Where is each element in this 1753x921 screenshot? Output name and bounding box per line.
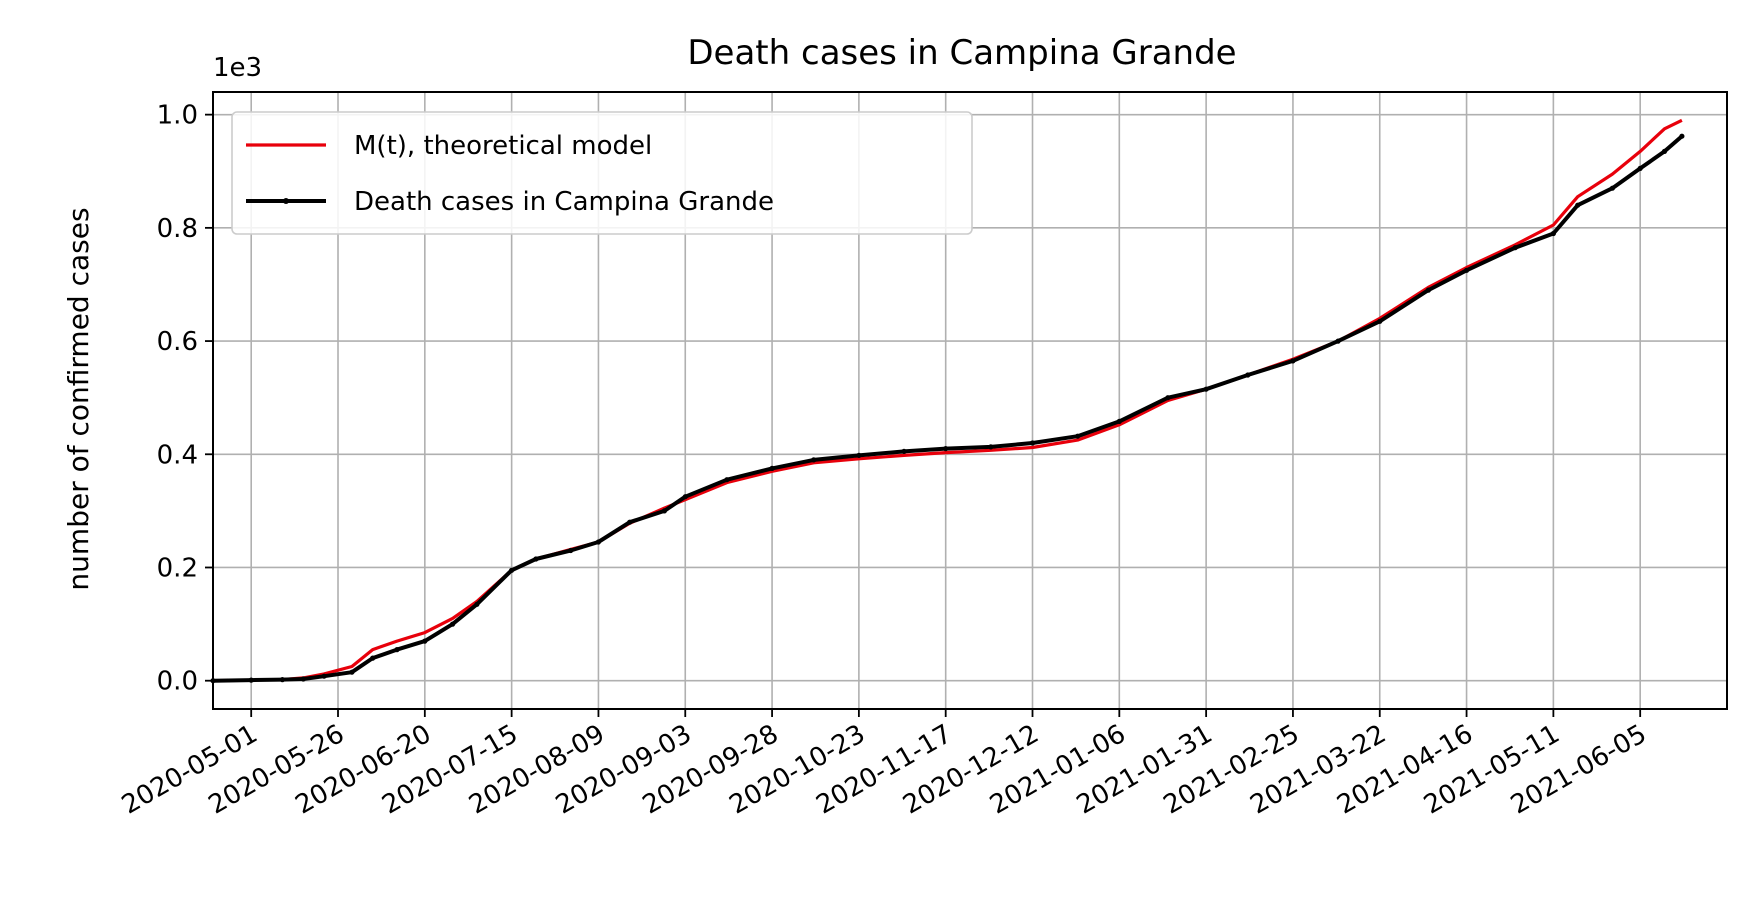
data-point — [901, 448, 907, 454]
data-point — [724, 477, 730, 483]
legend-marker — [283, 198, 289, 204]
data-point — [1377, 318, 1383, 324]
y-tick-label: 0.6 — [157, 327, 198, 357]
chart-title: Death cases in Campina Grande — [687, 33, 1236, 73]
data-point — [1512, 245, 1518, 251]
series-layer — [210, 118, 1685, 684]
series-line-0 — [212, 118, 1683, 683]
data-point — [627, 519, 633, 525]
data-point — [1425, 287, 1431, 293]
data-point — [1550, 230, 1556, 237]
y-tick-label: 1.0 — [157, 101, 198, 131]
data-point — [943, 446, 949, 452]
data-point — [533, 556, 539, 562]
data-point — [394, 647, 400, 653]
data-point — [1116, 418, 1122, 424]
y-axis-label: number of confirmed cases — [62, 207, 95, 590]
data-point — [279, 677, 285, 683]
data-point — [568, 547, 574, 554]
data-point — [661, 508, 668, 514]
y-tick-label: 0.0 — [157, 667, 198, 697]
data-point — [1245, 372, 1251, 378]
plot-frame — [212, 91, 1728, 710]
data-point — [509, 567, 515, 573]
data-point — [349, 669, 355, 675]
data-point — [321, 673, 327, 679]
data-point — [682, 494, 688, 500]
data-point — [988, 444, 994, 450]
data-point — [248, 677, 254, 683]
data-point — [1661, 148, 1668, 154]
data-point — [1609, 185, 1615, 191]
data-point — [370, 655, 376, 661]
data-point — [1335, 338, 1341, 344]
data-point — [1029, 440, 1036, 446]
legend-label-1: Death cases in Campina Grande — [354, 187, 774, 217]
data-point — [811, 457, 817, 463]
data-point — [422, 638, 428, 644]
data-point — [1637, 165, 1643, 171]
data-point — [300, 676, 306, 682]
legend-box — [231, 111, 973, 235]
legend: M(t), theoretical model Death cases in Ca… — [231, 111, 973, 235]
data-point — [1165, 395, 1171, 401]
data-point — [1464, 267, 1470, 273]
data-point — [1290, 358, 1296, 364]
data-point — [595, 539, 602, 545]
data-point — [769, 465, 775, 471]
data-point — [474, 601, 480, 607]
y-tick-label: 0.8 — [157, 214, 198, 244]
y-tick-label: 0.2 — [157, 553, 198, 583]
data-point — [1075, 433, 1081, 439]
data-point — [856, 452, 862, 458]
y-offset-label: 1e3 — [213, 53, 262, 83]
data-point — [1203, 386, 1209, 392]
data-point — [1679, 133, 1685, 139]
y-tick-label: 0.4 — [157, 440, 198, 470]
data-point — [1575, 202, 1581, 208]
data-point — [450, 621, 456, 627]
legend-label-0: M(t), theoretical model — [354, 131, 652, 161]
